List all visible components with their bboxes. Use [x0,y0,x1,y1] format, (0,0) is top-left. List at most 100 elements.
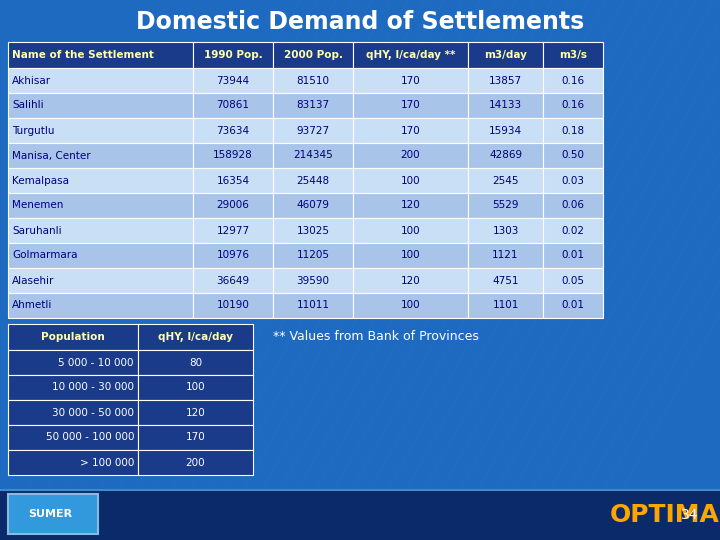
Text: 170: 170 [400,100,420,111]
Bar [543,268,603,293]
Text: 73634: 73634 [217,125,250,136]
Bar [193,268,273,293]
Text: qHY, l/ca/day **: qHY, l/ca/day ** [366,50,455,60]
Bar [273,243,353,268]
Bar [138,450,253,475]
Text: 100: 100 [401,176,420,186]
Bar [543,93,603,118]
Bar [543,68,603,93]
Bar [273,93,353,118]
Text: Akhisar: Akhisar [12,76,51,85]
Text: 0.16: 0.16 [562,76,585,85]
Bar [138,400,253,425]
Text: 170: 170 [400,76,420,85]
Bar [353,293,468,318]
Bar [468,268,543,293]
Bar [543,168,603,193]
Text: 11011: 11011 [297,300,330,310]
Bar [468,68,543,93]
Bar [543,42,603,68]
Text: 0.01: 0.01 [562,300,585,310]
Bar [8,450,138,475]
Text: 0.16: 0.16 [562,100,585,111]
Text: 25448: 25448 [297,176,330,186]
Bar [543,293,603,318]
Text: ** Values from Bank of Provinces: ** Values from Bank of Provinces [273,330,479,343]
Bar [273,193,353,218]
Bar [543,143,603,168]
Bar [468,193,543,218]
Text: 0.05: 0.05 [562,275,585,286]
Bar [8,193,193,218]
Bar [353,68,468,93]
Text: Saruhanli: Saruhanli [12,226,62,235]
Bar [193,118,273,143]
Text: 1121: 1121 [492,251,518,260]
Text: 73944: 73944 [217,76,250,85]
Text: 1303: 1303 [492,226,518,235]
Text: Kemalpasa: Kemalpasa [12,176,69,186]
Bar [273,168,353,193]
Text: OPTIMA: OPTIMA [610,503,720,527]
Text: 14133: 14133 [489,100,522,111]
Bar [193,193,273,218]
Bar [353,42,468,68]
Text: 100: 100 [401,226,420,235]
Text: 0.02: 0.02 [562,226,585,235]
Text: 214345: 214345 [293,151,333,160]
Bar [193,93,273,118]
Bar [8,68,193,93]
Text: 0.01: 0.01 [562,251,585,260]
Bar [193,42,273,68]
Text: 4751: 4751 [492,275,518,286]
Bar [8,425,138,450]
Text: > 100 000: > 100 000 [80,457,134,468]
Text: 39590: 39590 [297,275,330,286]
Bar [468,243,543,268]
Text: 11205: 11205 [297,251,330,260]
Bar [353,193,468,218]
Bar [273,68,353,93]
Text: 15934: 15934 [489,125,522,136]
Bar [468,143,543,168]
Bar [0,490,720,540]
Bar [543,218,603,243]
Text: 42869: 42869 [489,151,522,160]
Bar [8,168,193,193]
Bar [8,400,138,425]
Text: 36649: 36649 [217,275,250,286]
Text: 12977: 12977 [217,226,250,235]
Bar [193,143,273,168]
Bar [8,243,193,268]
Text: 10190: 10190 [217,300,249,310]
Text: 0.50: 0.50 [562,151,585,160]
Bar [353,168,468,193]
Text: 170: 170 [186,433,205,442]
Text: 0.06: 0.06 [562,200,585,211]
Bar [138,350,253,375]
Bar [193,218,273,243]
Bar [138,375,253,400]
Text: 100: 100 [186,382,205,393]
Text: 5529: 5529 [492,200,518,211]
Text: SUMER: SUMER [28,509,72,519]
Text: 200: 200 [186,457,205,468]
Text: Population: Population [41,332,105,342]
Text: 120: 120 [186,408,205,417]
Text: 83137: 83137 [297,100,330,111]
Text: Domestic Demand of Settlements: Domestic Demand of Settlements [136,10,584,34]
Text: 5 000 - 10 000: 5 000 - 10 000 [58,357,134,368]
Text: 170: 170 [400,125,420,136]
Text: Name of the Settlement: Name of the Settlement [12,50,154,60]
Text: Menemen: Menemen [12,200,63,211]
Bar [8,218,193,243]
Bar [193,168,273,193]
Text: 1101: 1101 [492,300,518,310]
Text: 120: 120 [400,200,420,211]
Text: Ahmetli: Ahmetli [12,300,53,310]
Bar [468,93,543,118]
Text: 1990 Pop.: 1990 Pop. [204,50,262,60]
Bar [468,168,543,193]
Bar [353,218,468,243]
Text: 100: 100 [401,251,420,260]
